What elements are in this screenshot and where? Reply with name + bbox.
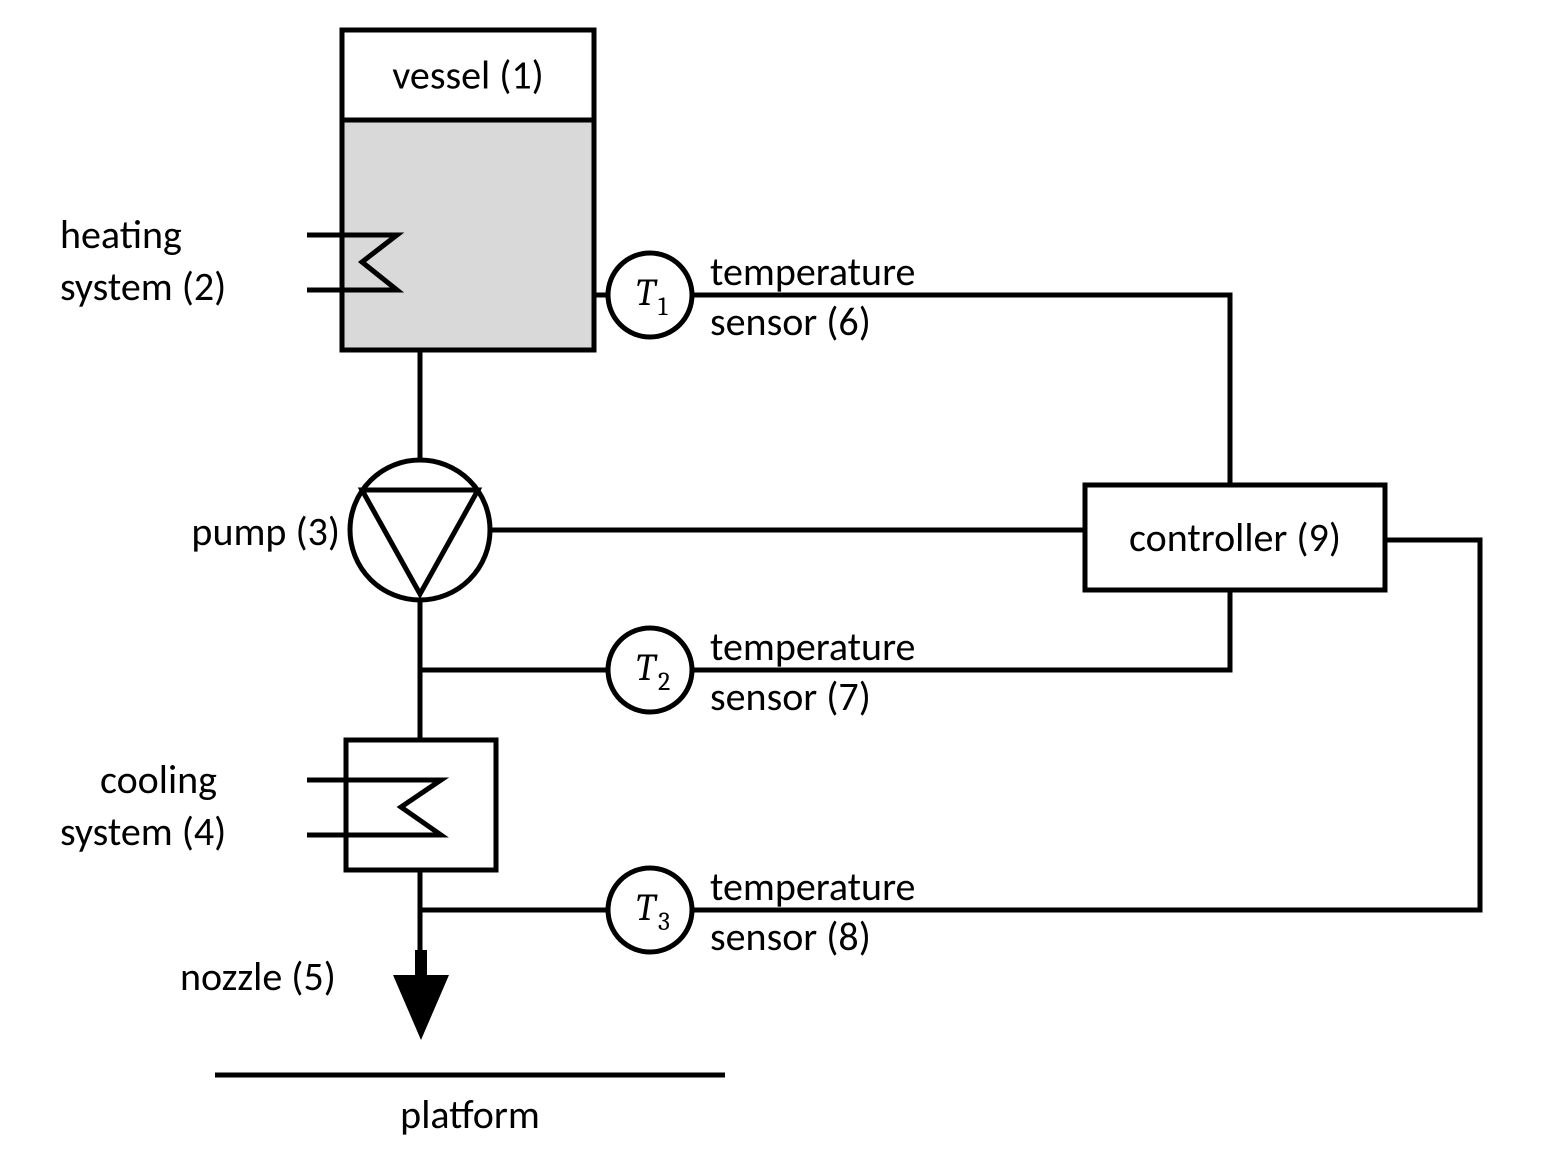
edge <box>692 540 1480 910</box>
nozzle-tip-icon <box>393 975 449 1040</box>
sensor-symbol: T <box>636 271 658 315</box>
sensor-symbol: T <box>636 646 658 690</box>
nozzle-label: nozzle (5) <box>180 952 336 1001</box>
sensor-subscript: 3 <box>658 907 670 937</box>
vessel-label: vessel (1) <box>392 51 544 100</box>
sensor-label-top: temperature <box>710 247 915 296</box>
sensor-label-bottom: sensor (7) <box>710 672 871 721</box>
platform-label: platform <box>400 1090 540 1139</box>
vessel-tank <box>342 120 594 350</box>
cooling-system <box>346 740 496 870</box>
process-diagram: vessel (1) heating system (2) pump (3) c… <box>0 0 1547 1164</box>
temperature-sensor-1: T1 temperaturesensor (6) <box>608 247 915 346</box>
heating-label-top: heating <box>60 210 182 259</box>
sensor-symbol: T <box>636 886 658 930</box>
sensor-subscript: 2 <box>658 667 670 697</box>
sensor-label-top: temperature <box>710 622 915 671</box>
sensor-subscript: 1 <box>658 292 668 322</box>
vessel-label-box: vessel (1) <box>342 30 594 120</box>
heating-label-bottom: system (2) <box>60 262 226 311</box>
controller: controller (9) <box>1085 485 1385 590</box>
pump: pump (3) <box>191 460 490 600</box>
sensor-label-bottom: sensor (8) <box>710 912 871 961</box>
controller-label: controller (9) <box>1129 513 1341 562</box>
pump-label: pump (3) <box>191 507 340 556</box>
cooling-label-top: cooling <box>100 755 217 804</box>
temperature-sensor-3: T3 temperaturesensor (8) <box>608 862 915 961</box>
temperature-sensor-2: T2 temperaturesensor (7) <box>608 622 915 721</box>
cooling-label-bottom: system (4) <box>60 807 226 856</box>
sensor-label-top: temperature <box>710 862 915 911</box>
nozzle: nozzle (5) <box>180 950 449 1040</box>
sensor-label-bottom: sensor (6) <box>710 297 871 346</box>
